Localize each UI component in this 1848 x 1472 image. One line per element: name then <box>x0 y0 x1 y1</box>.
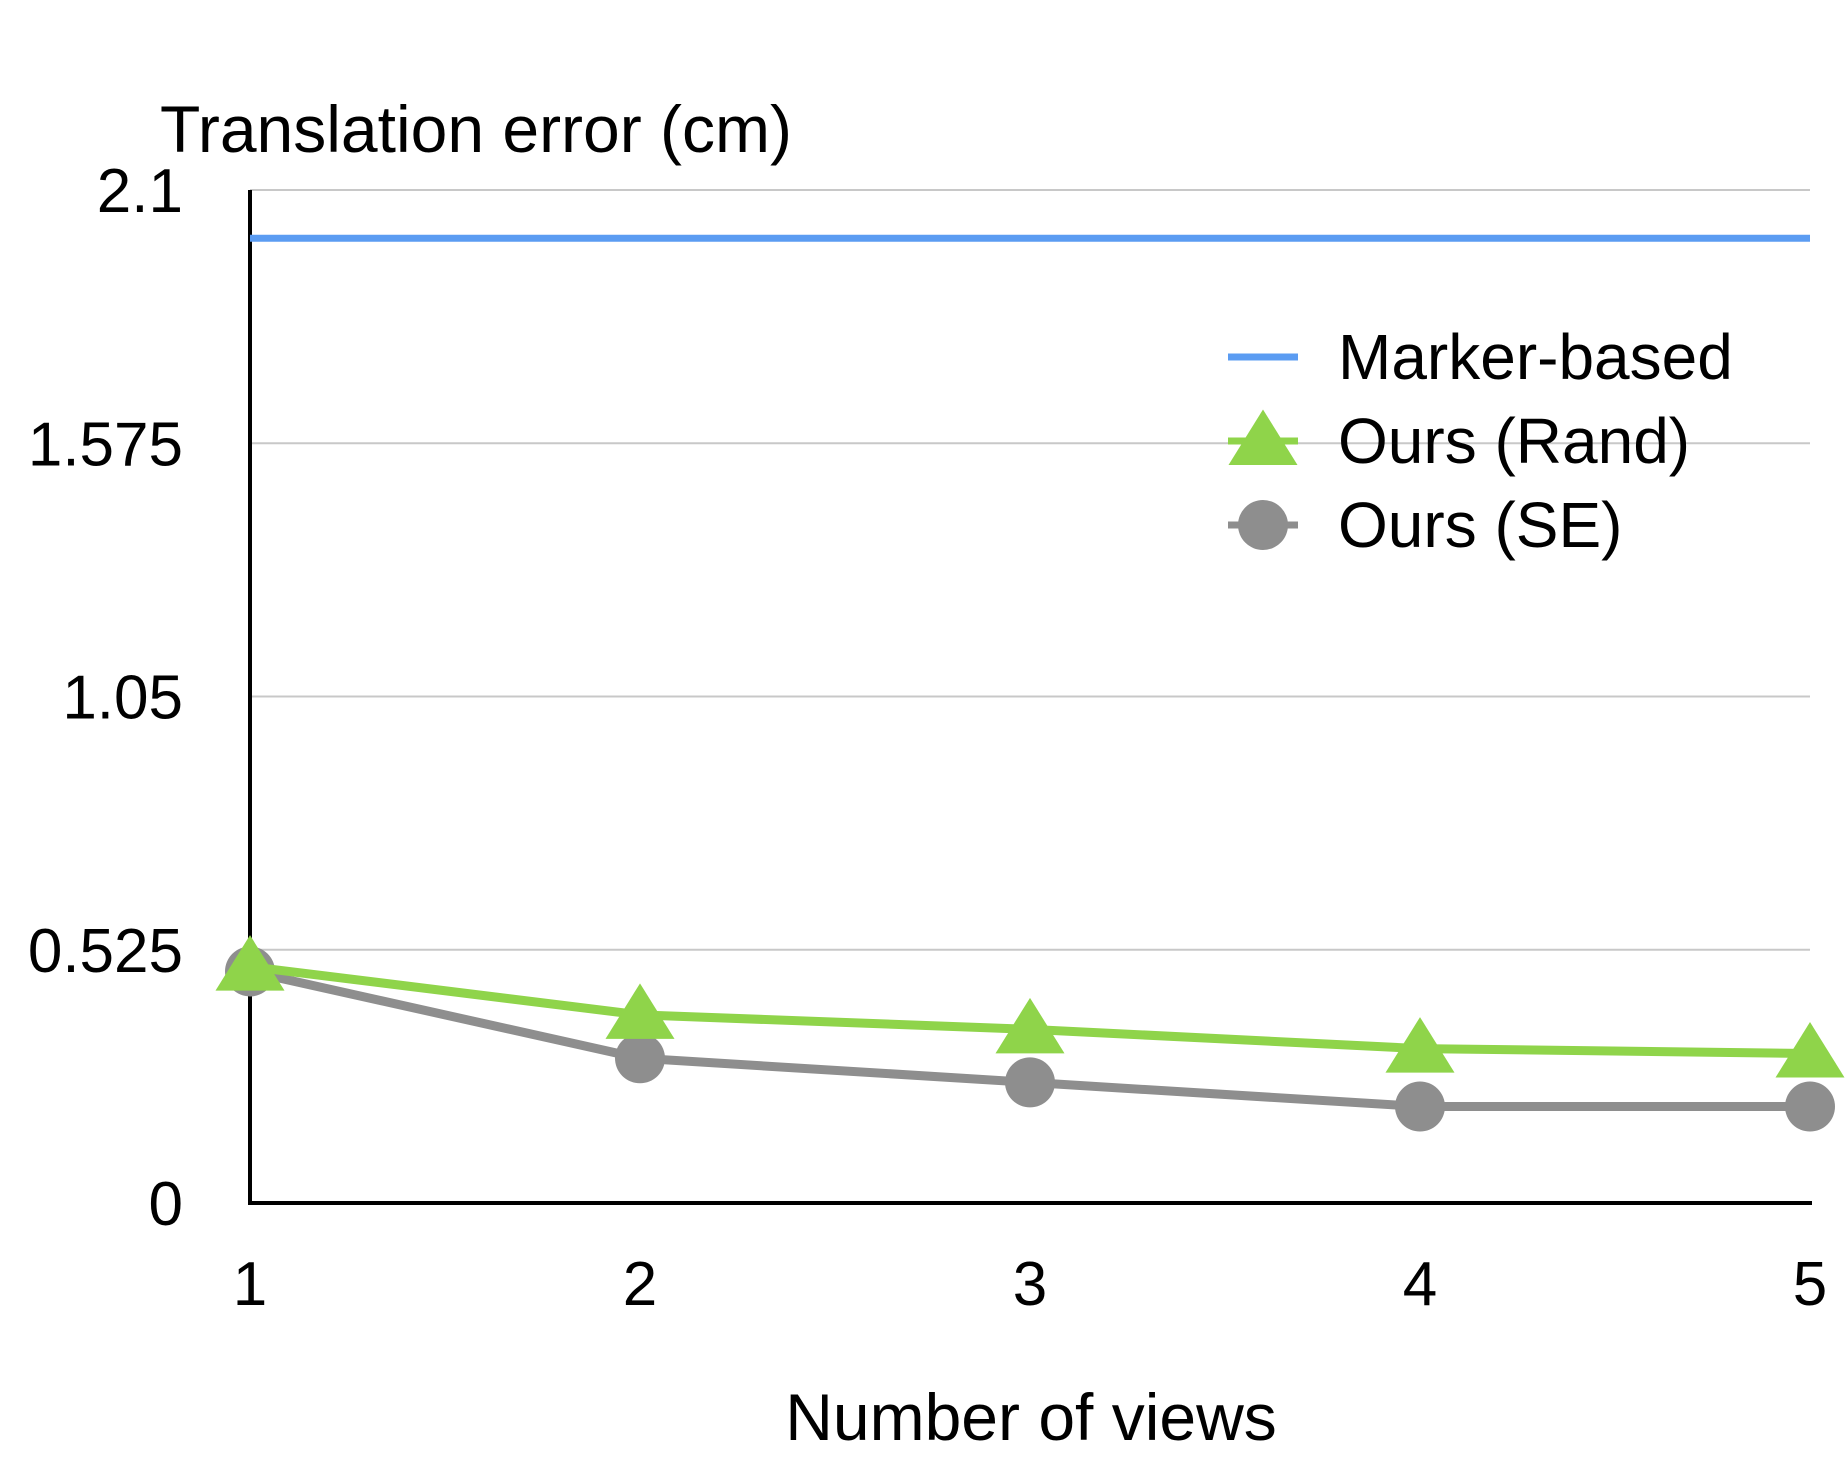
y-tick-label: 2.1 <box>97 157 183 226</box>
y-tick-label: 1.05 <box>62 664 183 733</box>
data-series <box>215 234 1845 1132</box>
y-tick-label: 0.525 <box>28 917 183 986</box>
y-tick-label: 0 <box>149 1170 183 1239</box>
x-tick-labels: 1 2 3 4 5 <box>233 1250 1827 1319</box>
data-point <box>215 935 285 991</box>
x-tick-label: 5 <box>1793 1250 1827 1319</box>
axes <box>248 190 1812 1205</box>
x-tick-label: 1 <box>233 1250 267 1319</box>
series-ours-se <box>225 946 1835 1132</box>
y-tick-labels: 0 0.525 1.05 1.575 2.1 <box>28 157 183 1239</box>
legend: Marker-based Ours (Rand) Ours (SE) <box>1228 321 1733 561</box>
x-tick-label: 3 <box>1013 1250 1047 1319</box>
data-point <box>1005 1057 1055 1108</box>
x-tick-label: 2 <box>623 1250 657 1319</box>
legend-item: Marker-based <box>1228 321 1733 393</box>
legend-item: Ours (SE) <box>1228 489 1622 561</box>
chart-title: Translation error (cm) <box>160 92 792 166</box>
x-axis-title: Number of views <box>785 1380 1277 1454</box>
data-point <box>1395 1081 1445 1132</box>
data-point <box>1775 1021 1845 1078</box>
series-ours-rand <box>215 935 1845 1078</box>
data-point <box>1385 1017 1455 1073</box>
legend-label: Marker-based <box>1338 321 1733 393</box>
data-point <box>605 983 675 1039</box>
legend-item: Ours (Rand) <box>1228 405 1690 477</box>
data-point <box>615 1033 665 1084</box>
x-tick-label: 4 <box>1403 1250 1437 1319</box>
y-tick-label: 1.575 <box>28 410 183 479</box>
data-point <box>995 997 1065 1054</box>
legend-marker <box>1228 409 1298 465</box>
legend-label: Ours (Rand) <box>1338 405 1690 477</box>
legend-marker <box>1238 500 1288 550</box>
grid-lines <box>250 189 1810 951</box>
legend-label: Ours (SE) <box>1338 489 1622 561</box>
data-point <box>1785 1081 1835 1132</box>
